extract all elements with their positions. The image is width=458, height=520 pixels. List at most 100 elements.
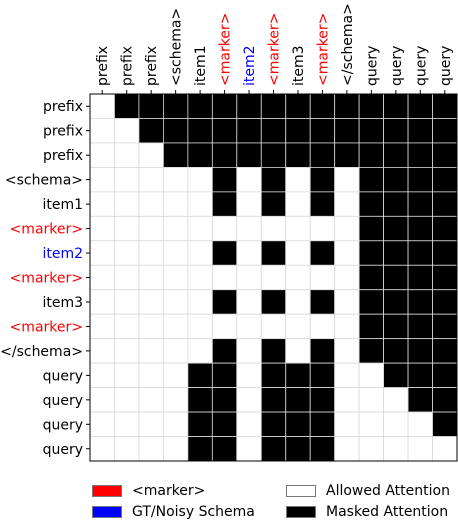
allowed-cell <box>114 240 140 266</box>
allowed-cell <box>211 313 238 340</box>
allowed-cell <box>162 338 189 364</box>
masked-cell <box>211 93 238 119</box>
allowed-cell <box>358 411 384 437</box>
allowed-cell <box>138 191 164 217</box>
allowed-cell <box>285 215 311 242</box>
masked-cell <box>211 166 238 193</box>
allowed-cell <box>114 289 140 315</box>
allowed-cell <box>138 142 164 168</box>
masked-cell <box>432 240 458 266</box>
allowed-cell <box>114 362 140 388</box>
masked-cell <box>236 118 262 144</box>
masked-cell <box>211 436 238 462</box>
x-tick-label: prefix <box>120 46 136 86</box>
masked-cell <box>260 362 287 388</box>
masked-cell <box>285 118 311 144</box>
y-tick-label: <marker> <box>10 319 83 335</box>
y-tick-label: item2 <box>42 246 83 262</box>
allowed-cell <box>89 313 115 340</box>
masked-cell <box>407 264 433 291</box>
masked-cell <box>383 313 409 340</box>
masked-cell <box>309 411 336 437</box>
allowed-cell <box>114 191 140 217</box>
masked-cell <box>407 240 433 266</box>
allowed-cell <box>236 240 262 266</box>
allowed-cell <box>114 436 140 462</box>
allowed-cell <box>162 240 189 266</box>
y-tick-label: query <box>43 393 83 409</box>
masked-cell <box>383 240 409 266</box>
masked-cell <box>432 215 458 242</box>
masked-cell <box>432 387 458 413</box>
masked-cell <box>285 436 311 462</box>
masked-cell <box>432 118 458 144</box>
x-tick-label: prefix <box>144 46 160 86</box>
masked-cell <box>358 289 384 315</box>
masked-cell <box>260 240 287 266</box>
masked-cell <box>187 118 213 144</box>
masked-cell <box>432 313 458 340</box>
allowed-cell <box>236 362 262 388</box>
masked-cell <box>383 166 409 193</box>
masked-cell <box>162 142 189 168</box>
masked-cell <box>358 142 384 168</box>
masked-cell <box>309 118 336 144</box>
allowed-cell <box>309 313 336 340</box>
masked-cell <box>187 411 213 437</box>
y-tick-label: query <box>43 417 83 433</box>
allowed-cell <box>89 436 115 462</box>
masked-cell <box>285 387 311 413</box>
allowed-cell <box>114 166 140 193</box>
masked-cell <box>211 411 238 437</box>
allowed-cell <box>138 215 164 242</box>
allowed-cell <box>334 166 360 193</box>
masked-cell <box>432 362 458 388</box>
masked-cell <box>334 142 360 168</box>
legend-label: <marker> <box>132 483 206 499</box>
masked-cell <box>407 118 433 144</box>
legend-swatch <box>92 485 122 497</box>
legend-item: Masked Attention <box>286 504 448 520</box>
legend-item: Allowed Attention <box>286 483 450 499</box>
masked-cell <box>162 93 189 119</box>
masked-cell <box>211 387 238 413</box>
x-tick-label: <marker> <box>315 13 331 86</box>
masked-cell <box>309 436 336 462</box>
allowed-cell <box>285 289 311 315</box>
y-tick-label: prefix <box>43 99 83 115</box>
masked-cell <box>407 93 433 119</box>
allowed-cell <box>285 338 311 364</box>
allowed-cell <box>138 338 164 364</box>
masked-cell <box>358 191 384 217</box>
allowed-cell <box>236 191 262 217</box>
allowed-cell <box>236 264 262 291</box>
y-tick-label: query <box>43 442 83 458</box>
allowed-cell <box>236 166 262 193</box>
masked-cell <box>432 191 458 217</box>
mask-cells <box>89 93 458 462</box>
allowed-cell <box>187 289 213 315</box>
masked-cell <box>407 338 433 364</box>
allowed-cell <box>187 264 213 291</box>
masked-cell <box>260 142 287 168</box>
masked-cell <box>260 93 287 119</box>
masked-cell <box>309 93 336 119</box>
allowed-cell <box>162 191 189 217</box>
allowed-cell <box>383 436 409 462</box>
x-tick-label: prefix <box>95 46 111 86</box>
masked-cell <box>383 118 409 144</box>
masked-cell <box>260 436 287 462</box>
legend-item: GT/Noisy Schema <box>92 504 255 520</box>
masked-cell <box>432 166 458 193</box>
masked-cell <box>138 118 164 144</box>
y-tick-label: <marker> <box>10 271 83 287</box>
allowed-cell <box>114 411 140 437</box>
legend-swatch <box>286 485 316 497</box>
masked-cell <box>211 289 238 315</box>
masked-cell <box>432 289 458 315</box>
allowed-cell <box>114 313 140 340</box>
y-tick-label: prefix <box>43 124 83 140</box>
masked-cell <box>187 436 213 462</box>
allowed-cell <box>309 215 336 242</box>
allowed-cell <box>334 240 360 266</box>
